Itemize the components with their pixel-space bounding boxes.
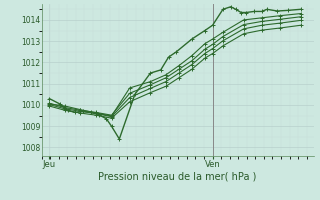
X-axis label: Pression niveau de la mer( hPa ): Pression niveau de la mer( hPa ) xyxy=(99,172,257,182)
